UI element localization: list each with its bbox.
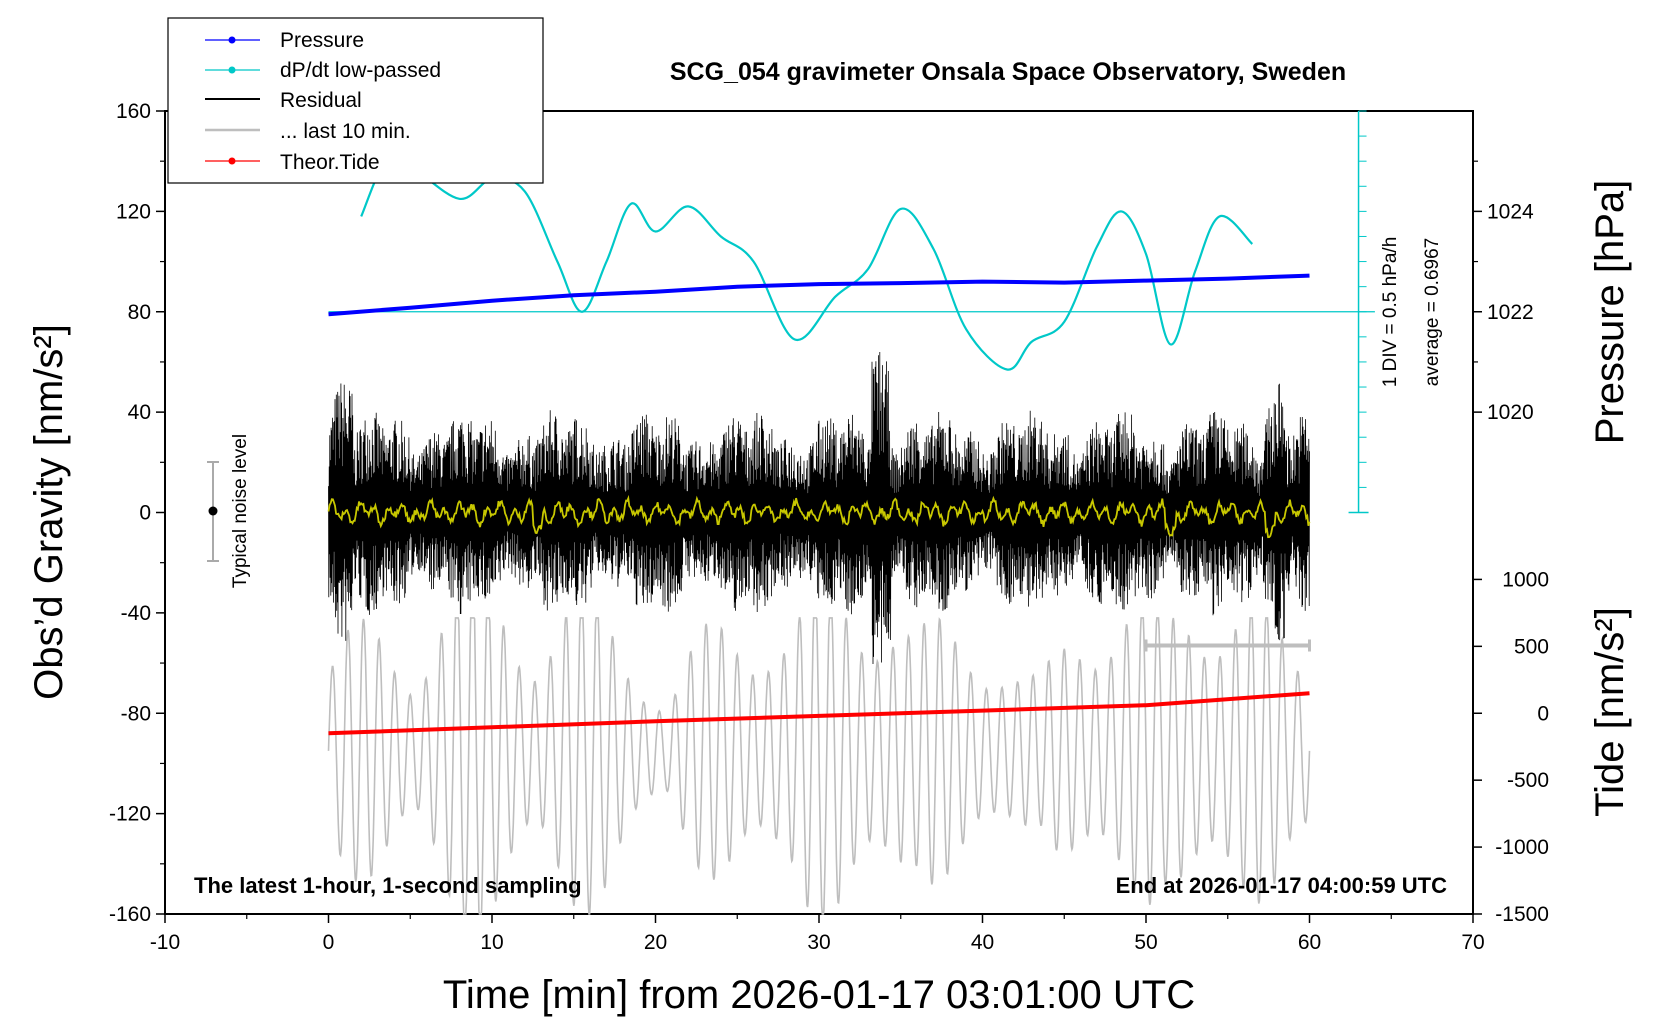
series-theor-tide bbox=[328, 691, 1310, 736]
scale-div-label: 1 DIV = 0.5 hPa/h bbox=[1380, 237, 1401, 388]
legend-label: Residual bbox=[280, 89, 362, 112]
chart-title: SCG_054 gravimeter Onsala Space Observat… bbox=[670, 58, 1346, 86]
axis-ticks: -10 0 10 20 30 40 50 60 7016012080400-40-80-120-… bbox=[109, 100, 1549, 954]
x-tick-label: 40 bbox=[971, 931, 994, 954]
series-last10min bbox=[327, 617, 1311, 915]
note-sampling: The latest 1-hour, 1-second sampling bbox=[194, 873, 582, 898]
pressure-tick-label: 1022 bbox=[1487, 301, 1534, 324]
dpdt-scale-bar bbox=[1348, 110, 1369, 514]
y-axis-label-pressure: Pressure [hPa] bbox=[1588, 180, 1632, 445]
note-end-time: End at 2026-01-17 04:00:59 UTC bbox=[1116, 873, 1447, 898]
x-tick-label: 50 bbox=[1134, 931, 1157, 954]
legend-label: ... last 10 min. bbox=[280, 120, 411, 143]
y-tick-label: 120 bbox=[116, 200, 151, 223]
noise-level-label: Typical noise level bbox=[230, 434, 251, 588]
legend-item-tide: Theor.Tide bbox=[205, 151, 380, 174]
legend-label: Theor.Tide bbox=[280, 151, 380, 174]
x-tick-label: -10 bbox=[150, 931, 180, 954]
x-tick-label: 30 bbox=[807, 931, 830, 954]
legend-item-dpdt: dP/dt low-passed bbox=[205, 59, 441, 82]
y-axis-label-left: Obs’d Gravity [nm/s²] bbox=[27, 324, 71, 700]
tide-tick-label: -1000 bbox=[1495, 836, 1549, 859]
y-tick-label: -120 bbox=[109, 803, 151, 826]
tide-tick-label: -500 bbox=[1507, 769, 1549, 792]
x-tick-label: 0 bbox=[323, 931, 335, 954]
tide-tick-label: -1500 bbox=[1495, 903, 1549, 926]
series-residual-smoothed bbox=[327, 494, 1311, 539]
y-axis-label-tide: Tide [nm/s²] bbox=[1588, 607, 1632, 817]
x-tick-label: 60 bbox=[1298, 931, 1321, 954]
x-axis-label: Time [min] from 2026-01-17 03:01:00 UTC bbox=[443, 973, 1195, 1017]
legend-item-pressure: Pressure bbox=[205, 29, 364, 52]
x-tick-label: 10 bbox=[480, 931, 503, 954]
y-tick-label: -160 bbox=[109, 903, 151, 926]
tide-tick-label: 1000 bbox=[1502, 568, 1549, 591]
pressure-tick-label: 1024 bbox=[1487, 200, 1534, 223]
y-tick-label: -40 bbox=[121, 602, 151, 625]
noise-level-indicator: Typical noise level bbox=[207, 434, 251, 588]
series-pressure bbox=[328, 273, 1310, 317]
series-dpdt bbox=[360, 156, 1254, 371]
average-label: average = 0.6967 bbox=[1422, 238, 1443, 386]
data-series bbox=[327, 156, 1375, 915]
y-tick-label: -80 bbox=[121, 702, 151, 725]
y-tick-label: 40 bbox=[128, 401, 151, 424]
tide-tick-label: 500 bbox=[1514, 635, 1549, 658]
tide-tick-label: 0 bbox=[1537, 702, 1549, 725]
legend-item-residual: Residual bbox=[205, 89, 362, 112]
x-tick-label: 70 bbox=[1461, 931, 1484, 954]
legend-item-last10: ... last 10 min. bbox=[205, 120, 411, 143]
y-tick-label: 80 bbox=[128, 301, 151, 324]
legend-label: Pressure bbox=[280, 29, 364, 52]
legend-label: dP/dt low-passed bbox=[280, 59, 441, 82]
series-residual bbox=[328, 351, 1310, 665]
x-tick-label: 20 bbox=[644, 931, 667, 954]
legend: Pressure dP/dt low-passed Residual ... l… bbox=[167, 17, 544, 184]
y-tick-label: 160 bbox=[116, 100, 151, 123]
y-tick-label: 0 bbox=[139, 502, 151, 525]
pressure-tick-label: 1020 bbox=[1487, 401, 1534, 424]
